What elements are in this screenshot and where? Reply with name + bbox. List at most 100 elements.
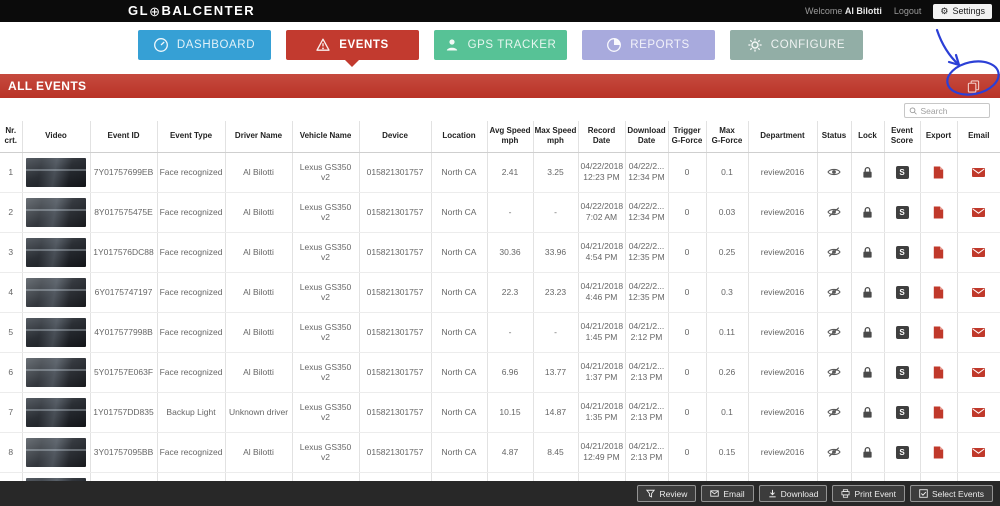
email-icon[interactable] [972, 368, 986, 378]
event-score-icon[interactable]: S [895, 405, 909, 419]
column-header[interactable]: Email [956, 121, 1000, 153]
video-thumbnail[interactable] [26, 197, 86, 227]
email-icon[interactable] [972, 448, 986, 458]
column-header[interactable]: Video [21, 121, 90, 153]
column-header[interactable]: Event Type [156, 121, 225, 153]
trigger-g-force: 0 [667, 352, 706, 393]
lock-icon[interactable] [862, 326, 873, 339]
pdf-export-icon[interactable] [933, 286, 944, 299]
search-input[interactable] [920, 105, 985, 116]
export-events-button[interactable] [967, 79, 980, 93]
button-label: Review [659, 488, 688, 499]
column-header[interactable]: Max Speed mph [532, 121, 578, 153]
print-event-button[interactable]: Print Event [832, 485, 906, 502]
column-header[interactable]: Nr. crt. [0, 121, 22, 153]
eye-off-icon[interactable] [827, 447, 841, 458]
pdf-export-icon[interactable] [933, 166, 944, 179]
event-id: 5Y01757E063F [89, 352, 157, 393]
video-thumbnail[interactable] [26, 277, 86, 307]
tab-dashboard[interactable]: DASHBOARD [137, 30, 271, 60]
settings-button[interactable]: ⚙ Settings [933, 3, 992, 19]
pdf-export-icon[interactable] [933, 446, 944, 459]
eye-off-icon[interactable] [827, 207, 841, 218]
max-speed: 14.87 [532, 392, 578, 433]
pdf-export-icon[interactable] [933, 406, 944, 419]
chart-icon [606, 37, 622, 53]
column-header[interactable]: Status [816, 121, 851, 153]
lock-icon[interactable] [862, 446, 873, 459]
column-header[interactable]: Event Score [883, 121, 920, 153]
column-header[interactable]: Export [919, 121, 957, 153]
copy-export-icon [967, 79, 980, 93]
email-icon[interactable] [972, 288, 986, 298]
email-button[interactable]: Email [701, 485, 754, 502]
video-thumbnail[interactable] [26, 357, 86, 387]
eye-off-icon[interactable] [827, 327, 841, 338]
select-events-button[interactable]: Select Events [910, 485, 993, 502]
pdf-export-icon[interactable] [933, 246, 944, 259]
column-header[interactable]: Max G-Force [705, 121, 748, 153]
tab-events[interactable]: EVENTS [285, 30, 419, 67]
pdf-export-icon[interactable] [933, 366, 944, 379]
column-header[interactable]: Department [747, 121, 817, 153]
column-header[interactable]: Record Date [577, 121, 625, 153]
lock-icon[interactable] [862, 206, 873, 219]
pdf-export-icon[interactable] [933, 206, 944, 219]
column-header[interactable]: Lock [850, 121, 884, 153]
vehicle-name: Lexus GS350 v2 [291, 232, 359, 273]
event-score-icon[interactable]: S [895, 205, 909, 219]
eye-off-icon[interactable] [827, 407, 841, 418]
eye-icon[interactable] [827, 167, 841, 177]
lock-cell [850, 232, 884, 273]
column-header[interactable]: Driver Name [224, 121, 292, 153]
tab-configure[interactable]: CONFIGURE [729, 30, 863, 60]
eye-off-icon[interactable] [827, 367, 841, 378]
printer-icon [841, 489, 850, 498]
device-id: 015821301757 [358, 192, 431, 233]
event-score-icon[interactable]: S [895, 325, 909, 339]
export-cell [919, 392, 957, 433]
review-button[interactable]: Review [637, 485, 697, 502]
column-header[interactable]: Download Date [624, 121, 668, 153]
export-cell [919, 352, 957, 393]
event-score-icon[interactable]: S [895, 285, 909, 299]
row-number: 5 [0, 312, 22, 353]
eye-off-icon[interactable] [827, 247, 841, 258]
email-icon[interactable] [972, 408, 986, 418]
tab-reports[interactable]: REPORTS [581, 30, 715, 60]
download-date: 04/22/2... 12:35 PM [624, 272, 668, 313]
event-score-icon[interactable]: S [895, 365, 909, 379]
email-icon[interactable] [972, 208, 986, 218]
video-thumbnail[interactable] [26, 437, 86, 467]
lock-icon[interactable] [862, 366, 873, 379]
event-score-icon[interactable]: S [895, 245, 909, 259]
eye-off-icon[interactable] [827, 287, 841, 298]
tab-gps-tracker[interactable]: GPS TRACKER [433, 30, 567, 60]
email-icon[interactable] [972, 168, 986, 178]
column-header[interactable]: Avg Speed mph [486, 121, 533, 153]
column-header[interactable]: Device [358, 121, 431, 153]
pdf-export-icon[interactable] [933, 326, 944, 339]
video-thumbnail[interactable] [26, 317, 86, 347]
video-thumbnail[interactable] [26, 237, 86, 267]
column-header[interactable]: Location [430, 121, 487, 153]
lock-icon[interactable] [862, 286, 873, 299]
email-icon[interactable] [972, 328, 986, 338]
column-header[interactable]: Trigger G-Force [667, 121, 706, 153]
video-thumbnail[interactable] [26, 157, 86, 187]
download-button[interactable]: Download [758, 485, 828, 502]
column-header[interactable]: Vehicle Name [291, 121, 359, 153]
event-score-icon[interactable]: S [895, 165, 909, 179]
lock-icon[interactable] [862, 406, 873, 419]
lock-icon[interactable] [862, 166, 873, 179]
video-thumbnail[interactable] [26, 397, 86, 427]
event-score-icon[interactable]: S [895, 445, 909, 459]
lock-icon[interactable] [862, 246, 873, 259]
export-cell [919, 232, 957, 273]
max-g-force: 0.3 [705, 272, 748, 313]
video-cell [21, 232, 90, 273]
department: review2016 [747, 432, 817, 473]
column-header[interactable]: Event ID [89, 121, 157, 153]
email-icon[interactable] [972, 248, 986, 258]
logout-link[interactable]: Logout [893, 6, 922, 16]
